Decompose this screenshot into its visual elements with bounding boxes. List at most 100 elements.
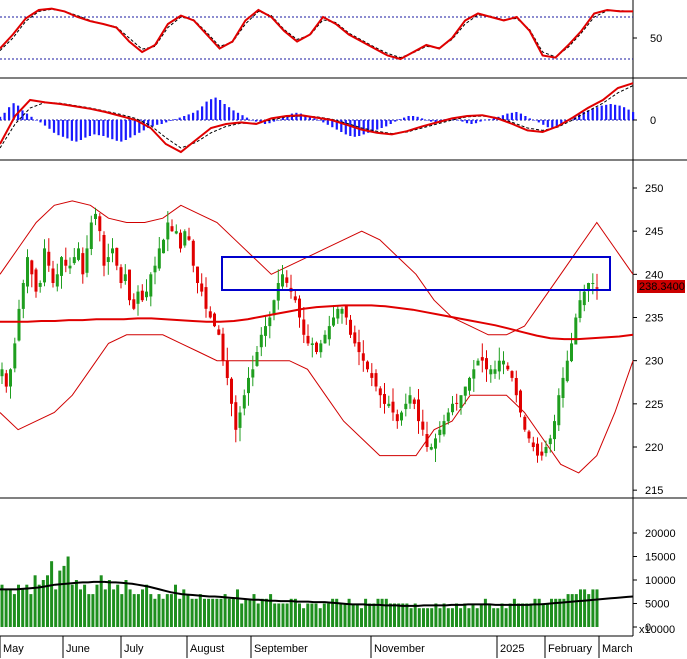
stoch-tick-label: 50 [650, 33, 662, 45]
candlestick [174, 231, 178, 234]
macd-histogram-bar [214, 97, 217, 120]
candlestick [531, 442, 535, 447]
volume-bar [157, 594, 161, 627]
candlestick [38, 283, 42, 287]
volume-bar [124, 580, 128, 627]
candlestick [298, 298, 301, 318]
volume-bar [517, 603, 520, 627]
candlestick [94, 213, 97, 219]
candlestick [459, 395, 463, 408]
macd-histogram-bar [151, 120, 154, 127]
candlestick [510, 371, 514, 378]
macd-histogram-bar [510, 112, 513, 120]
volume-bar [83, 584, 87, 627]
macd-histogram-bar [223, 104, 226, 120]
volume-bar [306, 603, 310, 627]
volume-bar [380, 598, 384, 627]
macd-histogram-bar [434, 120, 437, 123]
volume-bar [397, 603, 401, 627]
volume-bar [219, 598, 223, 627]
macd-histogram-bar [524, 116, 527, 120]
macd-histogram-bar [75, 120, 78, 142]
macd-histogram-bar [587, 110, 590, 120]
macd-histogram-bar [591, 108, 594, 120]
candlestick [323, 334, 327, 344]
candlestick [489, 369, 493, 375]
candlestick [336, 308, 340, 319]
volume-bar [62, 565, 66, 627]
candlestick [519, 390, 522, 413]
bollinger-lower-band [0, 334, 634, 474]
candlestick [13, 343, 17, 369]
volume-bar [116, 584, 120, 627]
candlestick [561, 377, 565, 398]
macd-histogram-bar [34, 120, 38, 121]
macd-histogram-bar [376, 120, 379, 130]
volume-bar [107, 580, 111, 627]
macd-histogram-bar [479, 120, 482, 122]
volume-bar [360, 608, 363, 627]
volume-bar [149, 594, 153, 627]
volume-bar [364, 598, 368, 627]
macd-histogram-bar [528, 118, 531, 120]
macd-histogram-bar [331, 120, 334, 128]
last-price-badge [637, 280, 685, 293]
macd-histogram-bar [111, 120, 114, 140]
month-label: June [66, 643, 90, 655]
macd-histogram-bar [21, 110, 24, 120]
candlestick [98, 216, 102, 232]
candlestick [340, 308, 344, 314]
macd-histogram-bar [394, 120, 397, 122]
macd-histogram-bar [201, 106, 204, 120]
volume-bar [579, 589, 582, 627]
volume-bar [165, 594, 169, 627]
volume-bar [422, 608, 425, 627]
macd-histogram-bar [138, 120, 141, 133]
macd-histogram-bar [407, 116, 410, 120]
macd-histogram-bar [425, 120, 428, 121]
volume-bar [227, 598, 231, 627]
volume-bar [426, 608, 430, 627]
volume-bar [95, 584, 99, 627]
volume-bar [508, 603, 512, 627]
volume-bar [521, 603, 525, 627]
macd-histogram-bar [632, 112, 635, 120]
volume-bar [550, 598, 553, 627]
macd-histogram-bar [272, 120, 276, 122]
volume-bar [21, 589, 25, 627]
candlestick [327, 326, 331, 340]
candlestick [442, 421, 446, 435]
candlestick [208, 311, 212, 318]
volume-bar [583, 589, 587, 627]
candlestick [438, 429, 442, 436]
candlestick [187, 236, 191, 240]
volume-bar [153, 598, 157, 627]
volume-bar [8, 589, 12, 627]
candlestick [21, 283, 25, 309]
volume-bar [141, 589, 144, 627]
candlestick [34, 269, 38, 292]
macd-histogram-bar [380, 120, 383, 128]
candlestick [344, 305, 348, 318]
volume-bar [393, 603, 396, 627]
candlestick [425, 434, 429, 447]
candlestick [204, 287, 208, 309]
month-label: 2025 [500, 643, 524, 655]
candlestick [485, 358, 488, 370]
candlestick [242, 395, 246, 409]
macd-histogram-bar [97, 120, 100, 136]
macd-histogram-bar [389, 120, 392, 124]
macd-histogram-bar [483, 120, 487, 121]
macd-histogram-bar [61, 120, 65, 137]
candlestick [391, 401, 395, 413]
volume-bar [37, 584, 41, 627]
macd-histogram-bar [66, 120, 69, 139]
candlestick [412, 399, 416, 404]
candlestick [230, 378, 233, 404]
volume-bar [29, 594, 33, 627]
macd-histogram-bar [421, 118, 424, 120]
volume-bar [413, 603, 417, 627]
volume-bar [244, 598, 248, 627]
volume-bar [347, 598, 351, 627]
volume-bar [132, 594, 136, 627]
